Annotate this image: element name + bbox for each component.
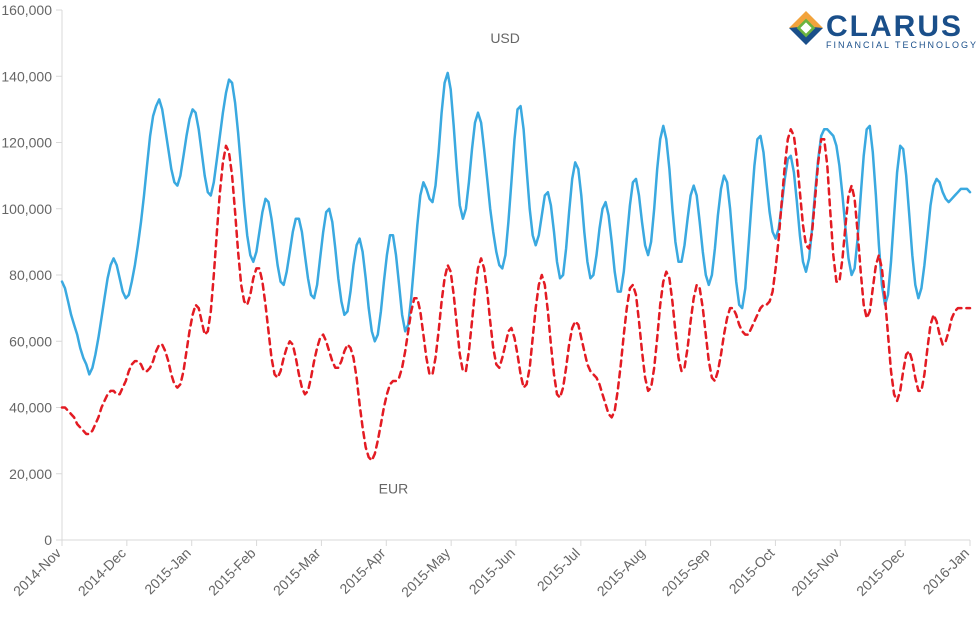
logo-sub-text: FINANCIAL TECHNOLOGY bbox=[826, 40, 977, 50]
chart-container: 020,00040,00060,00080,000100,000120,0001… bbox=[0, 0, 977, 638]
y-tick-label: 40,000 bbox=[9, 400, 52, 416]
y-tick-label: 20,000 bbox=[9, 466, 52, 482]
logo-main-text: CLARUS bbox=[826, 10, 963, 43]
y-tick-label: 60,000 bbox=[9, 333, 52, 349]
y-tick-label: 120,000 bbox=[1, 135, 52, 151]
y-tick-label: 100,000 bbox=[1, 201, 52, 217]
y-tick-label: 160,000 bbox=[1, 2, 52, 18]
chart-background bbox=[0, 0, 977, 638]
y-tick-label: 140,000 bbox=[1, 68, 52, 84]
y-tick-label: 80,000 bbox=[9, 267, 52, 283]
series-label-eur: EUR bbox=[379, 481, 409, 497]
series-label-usd: USD bbox=[490, 30, 520, 46]
line-chart: 020,00040,00060,00080,000100,000120,0001… bbox=[0, 0, 977, 638]
